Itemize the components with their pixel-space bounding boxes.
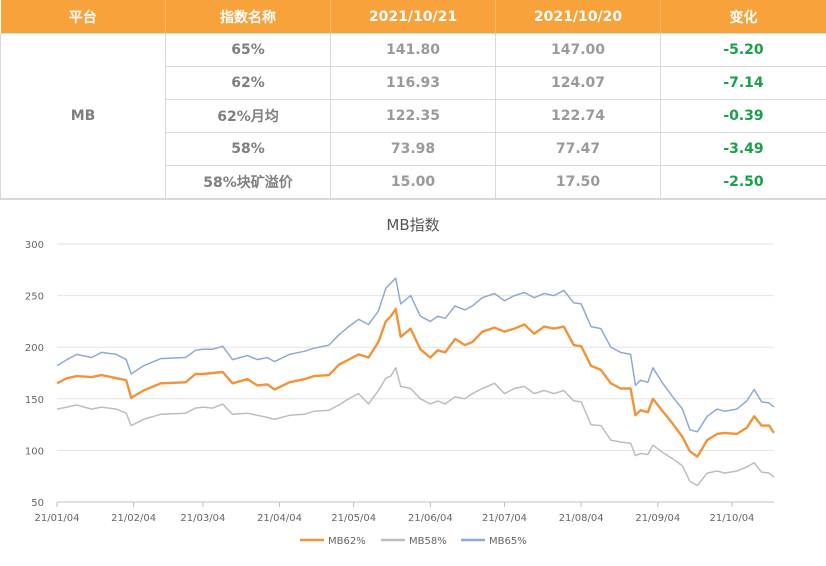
header-date-1: 2021/10/21: [331, 0, 496, 34]
y-tick-label: 150: [25, 395, 44, 406]
table-row: MB 65% 141.80 147.00 -5.20: [1, 34, 826, 67]
series-line-mb58: [57, 368, 774, 486]
x-tick-label: 21/08/04: [559, 513, 604, 524]
header-index-name: 指数名称: [166, 0, 331, 34]
change-cell: -5.20: [661, 34, 826, 67]
value-date-2-cell: 124.07: [496, 67, 661, 100]
price-table: 平台 指数名称 2021/10/21 2021/10/20 变化 MB 65% …: [0, 0, 826, 199]
index-name-cell: 58%: [166, 133, 331, 166]
y-tick-label: 300: [25, 240, 44, 251]
x-tick-label: 21/04/04: [257, 513, 302, 524]
index-name-cell: 65%: [166, 34, 331, 67]
series-line-mb62: [57, 309, 774, 457]
x-tick-label: 21/07/04: [482, 513, 527, 524]
value-date-2-cell: 77.47: [496, 133, 661, 166]
line-chart: MB指数 50 100 150 200 250 300 21/01/04 21/02/04 21…: [0, 200, 826, 562]
header-change: 变化: [661, 0, 826, 34]
series-line-mb65: [57, 278, 774, 432]
x-tick-label: 21/01/04: [35, 513, 80, 524]
chart-container: MB指数 50 100 150 200 250 300 21/01/04 21/02/04 21…: [0, 199, 826, 563]
x-tick-label: 21/06/04: [408, 513, 453, 524]
value-date-1-cell: 141.80: [331, 34, 496, 67]
value-date-1-cell: 73.98: [331, 133, 496, 166]
legend-label: MB62%: [328, 536, 366, 547]
y-tick-label: 100: [25, 446, 44, 457]
y-tick-label: 50: [31, 498, 44, 509]
x-tick-label: 21/05/04: [331, 513, 376, 524]
x-tick-label: 21/03/04: [180, 513, 225, 524]
index-name-cell: 62%月均: [166, 100, 331, 133]
value-date-2-cell: 122.74: [496, 100, 661, 133]
value-date-2-cell: 17.50: [496, 166, 661, 199]
gridlines: [57, 244, 774, 450]
chart-title: MB指数: [386, 216, 439, 234]
price-table-container: 平台 指数名称 2021/10/21 2021/10/20 变化 MB 65% …: [0, 0, 826, 198]
x-tick-label: 21/10/04: [710, 513, 755, 524]
change-cell: -3.49: [661, 133, 826, 166]
x-tick-label: 21/02/04: [111, 513, 156, 524]
change-cell: -0.39: [661, 100, 826, 133]
value-date-1-cell: 116.93: [331, 67, 496, 100]
legend: MB62% MB58% MB65%: [300, 536, 527, 547]
y-tick-label: 250: [25, 292, 44, 303]
x-tick-label: 21/09/04: [635, 513, 680, 524]
header-platform: 平台: [1, 0, 166, 34]
change-cell: -7.14: [661, 67, 826, 100]
series-lines: [57, 278, 774, 485]
value-date-2-cell: 147.00: [496, 34, 661, 67]
value-date-1-cell: 122.35: [331, 100, 496, 133]
index-name-cell: 62%: [166, 67, 331, 100]
index-name-cell: 58%块矿溢价: [166, 166, 331, 199]
legend-label: MB65%: [489, 536, 527, 547]
value-date-1-cell: 15.00: [331, 166, 496, 199]
header-date-2: 2021/10/20: [496, 0, 661, 34]
y-tick-label: 200: [25, 343, 44, 354]
legend-label: MB58%: [409, 536, 447, 547]
platform-cell: MB: [1, 34, 166, 199]
table-header-row: 平台 指数名称 2021/10/21 2021/10/20 变化: [1, 0, 826, 34]
change-cell: -2.50: [661, 166, 826, 199]
